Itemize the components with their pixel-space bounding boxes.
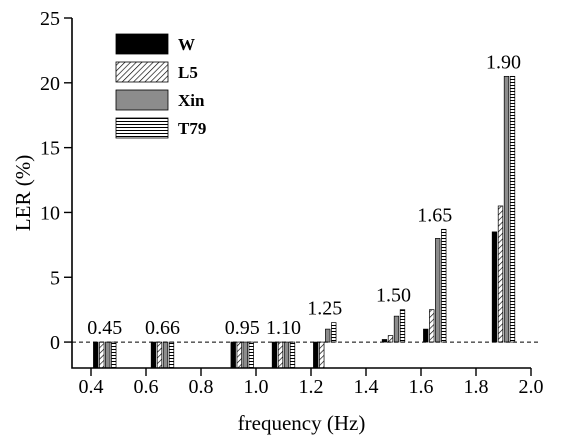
group-label-0: 0.45 <box>87 317 122 339</box>
bar-xin-5 <box>393 315 400 343</box>
bar-t79-4 <box>331 322 337 343</box>
bar-t79-5 <box>399 309 406 343</box>
legend-label-l5: L5 <box>178 63 198 82</box>
x-tick-label: 0.6 <box>134 376 159 398</box>
bar-l5-5 <box>387 335 394 343</box>
y-tick-label: 5 <box>50 267 60 289</box>
group-label-2: 0.95 <box>225 317 260 339</box>
bar-xin-3 <box>283 341 290 369</box>
bar-l5-6 <box>429 309 435 343</box>
x-tick-label: 1.6 <box>409 376 434 398</box>
y-tick-label: 25 <box>40 8 60 30</box>
bar-w-0 <box>93 341 99 369</box>
bar-w-1 <box>150 341 157 369</box>
bar-t79-1 <box>168 341 175 369</box>
y-tick-label: 10 <box>40 202 60 224</box>
y-tick-label: 20 <box>40 73 60 95</box>
legend-swatch-w <box>115 33 169 55</box>
x-tick-label: 1.0 <box>244 376 269 398</box>
labels-layer: 0.45 0.66 0.95 1.10 1.25 1.50 1.65 1.90 <box>87 51 521 339</box>
bar-l5-2 <box>236 341 242 369</box>
bar-w-5 <box>381 339 388 343</box>
legend-label-t79: T79 <box>178 119 206 138</box>
legend-label-xin: Xin <box>178 91 205 110</box>
bar-xin-2 <box>242 341 248 369</box>
legend-label-w: W <box>178 35 195 54</box>
group-label-4: 1.25 <box>307 298 342 320</box>
bar-xin-1 <box>162 341 169 369</box>
x-tick-label: 1.2 <box>299 376 324 398</box>
legend-swatch-xin <box>115 89 169 111</box>
bar-l5-7 <box>497 205 504 343</box>
bar-w-2 <box>230 341 236 369</box>
x-tick-label: 0.8 <box>189 376 214 398</box>
y-axis-title: LER (%) <box>11 155 35 231</box>
bar-t79-6 <box>441 228 447 343</box>
bar-w-6 <box>423 328 429 343</box>
bar-xin-7 <box>503 75 510 343</box>
bar-xin-4 <box>325 328 331 343</box>
x-tick-label: 0.4 <box>79 376 104 398</box>
group-label-6: 1.65 <box>417 204 452 226</box>
bar-t79-0 <box>111 341 117 369</box>
y-tick-label: 15 <box>40 138 60 160</box>
bars-layer <box>93 75 516 369</box>
group-label-7: 1.90 <box>486 51 521 73</box>
x-tick-label: 1.8 <box>464 376 489 398</box>
legend-swatch-l5 <box>115 61 169 83</box>
x-tick-label: 1.4 <box>354 376 379 398</box>
bar-l5-4 <box>319 341 325 369</box>
bar-l5-0 <box>99 341 105 369</box>
bar-w-4 <box>313 341 319 369</box>
bar-l5-3 <box>277 341 284 369</box>
bar-l5-1 <box>156 341 163 369</box>
x-tick-label: 2.0 <box>519 376 544 398</box>
group-label-3: 1.10 <box>266 317 301 339</box>
bar-t79-7 <box>509 75 516 343</box>
axes-layer: 0 5 10 15 20 25 0.4 0.6 0.8 1.0 1.2 1.4 1.6 1.8 2.0 fre… <box>11 8 544 435</box>
y-tick-label: 0 <box>50 332 60 354</box>
bar-t79-3 <box>289 341 296 369</box>
bar-t79-2 <box>248 341 254 369</box>
axes-frame <box>71 18 531 369</box>
legend: W L5 Xin T79 <box>115 33 206 139</box>
bar-w-3 <box>271 341 278 369</box>
bar-w-7 <box>491 231 498 343</box>
x-axis-title: frequency (Hz) <box>238 411 366 435</box>
bar-xin-0 <box>105 341 111 369</box>
group-label-1: 0.66 <box>145 317 180 339</box>
legend-swatch-t79 <box>115 117 169 139</box>
bar-xin-6 <box>435 238 441 343</box>
group-label-5: 1.50 <box>376 285 411 307</box>
